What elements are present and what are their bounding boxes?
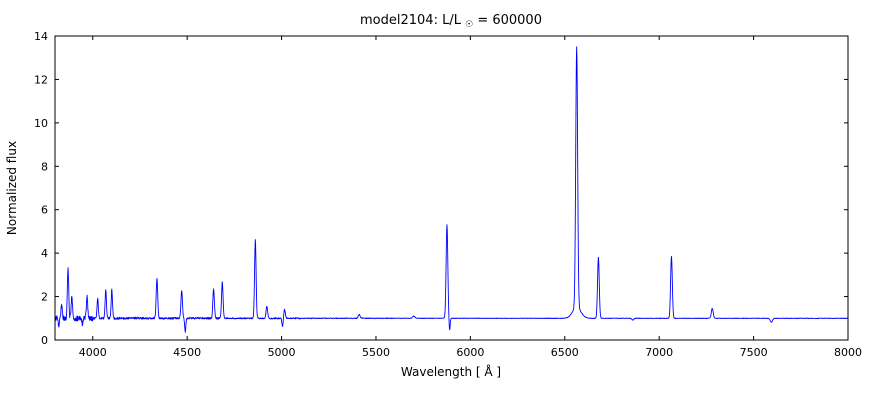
y-axis-label: Normalized flux <box>5 141 19 235</box>
x-tick-label: 6500 <box>551 346 579 359</box>
x-tick-label: 7500 <box>740 346 768 359</box>
y-tick-label: 2 <box>41 291 48 304</box>
plot-content: 4000 4500 5000 5500 6000 6500 7000 7500 8000 0 2 4 6… <box>34 30 862 359</box>
plot-frame <box>54 35 849 341</box>
x-tick-label: 7000 <box>645 346 673 359</box>
spectrum-line <box>54 46 849 333</box>
y-tick-label: 14 <box>34 30 48 43</box>
x-tick-label: 5500 <box>362 346 390 359</box>
x-tick-label: 6000 <box>456 346 484 359</box>
x-tick-label: 8000 <box>834 346 862 359</box>
plot-background <box>55 36 848 340</box>
x-tick-label: 5000 <box>268 346 296 359</box>
y-tick-label: 10 <box>34 117 48 130</box>
x-axis-label: Wavelength [ Å ] <box>401 364 501 379</box>
chart-title-prefix: model2104: L/L <box>360 13 462 28</box>
x-tick-label: 4000 <box>79 346 107 359</box>
x-tick-label: 4500 <box>173 346 201 359</box>
y-tick-label: 8 <box>41 160 48 173</box>
chart-title-suffix: = 600000 <box>477 13 542 28</box>
y-tick-label: 6 <box>41 204 48 217</box>
chart-title-subscript: ☉ <box>465 20 473 30</box>
y-tick-label: 4 <box>41 247 48 260</box>
chart-title: model2104: L/L ☉ = 600000 <box>360 13 542 31</box>
y-tick-label: 0 <box>41 334 48 347</box>
y-tick-label: 12 <box>34 73 48 86</box>
